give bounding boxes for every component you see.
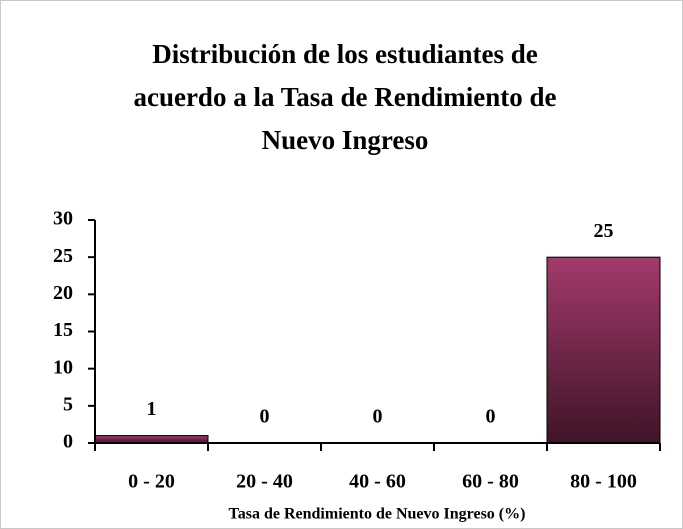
y-tick-label: 25 (53, 245, 73, 267)
chart-title: Distribución de los estudiantes de (152, 39, 538, 69)
y-tick-label: 5 (63, 393, 73, 415)
y-tick-label: 10 (53, 356, 73, 378)
data-label: 0 (373, 406, 383, 428)
data-label: 1 (147, 398, 157, 420)
y-tick-label: 30 (53, 208, 73, 230)
x-tick-label: 60 - 80 (462, 471, 519, 493)
data-label: 25 (594, 220, 614, 242)
y-tick-label: 20 (53, 282, 73, 304)
y-tick-label: 15 (53, 319, 73, 341)
x-axis-label: Tasa de Rendimiento de Nuevo Ingreso (%) (229, 506, 526, 523)
y-tick-label: 0 (63, 431, 73, 453)
bar (546, 256, 661, 444)
x-tick-label: 0 - 20 (128, 471, 175, 493)
chart-title: acuerdo a la Tasa de Rendimiento de (133, 82, 556, 112)
x-tick-label: 40 - 60 (349, 471, 406, 493)
x-tick-label: 20 - 40 (236, 471, 293, 493)
data-label: 0 (486, 406, 496, 428)
x-tick-label: 80 - 100 (570, 471, 637, 493)
data-label: 0 (260, 406, 270, 428)
chart-title: Nuevo Ingreso (262, 125, 429, 155)
bar (94, 435, 209, 444)
